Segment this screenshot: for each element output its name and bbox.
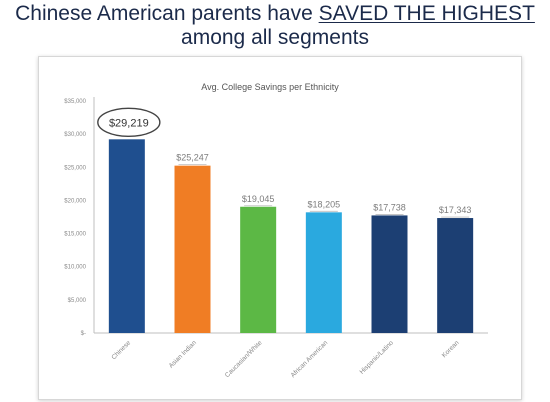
- data-label: $19,045: [242, 194, 275, 204]
- data-label: $17,343: [439, 205, 472, 215]
- headline-line-2: among all segments: [181, 26, 369, 49]
- chart-title: Avg. College Savings per Ethnicity: [201, 82, 339, 92]
- bars: [108, 139, 474, 333]
- data-labels: $29,219 $25,247 $19,045 $18,205 $17,738 $17,3…: [97, 107, 472, 218]
- x-tick-label: Caucasian/White: [224, 339, 264, 379]
- headline-text: Chinese American parents have: [15, 2, 319, 25]
- bar-asian-indian: [174, 165, 211, 333]
- x-tick-label: Asian Indian: [168, 339, 199, 370]
- data-label: $25,247: [176, 153, 209, 163]
- bar-caucasian-white: [240, 206, 277, 333]
- highlight-circle: [97, 107, 161, 138]
- bar-hispanic-latino: [371, 215, 408, 333]
- x-axis-ticks: Chinese Asian Indian Caucasian/White Africa…: [110, 339, 460, 379]
- y-tick-label: $5,000: [68, 298, 87, 304]
- chart-axes: [93, 97, 488, 334]
- y-tick-label: $-: [81, 331, 86, 337]
- headline-line-1: Chinese American parents have SAVED THE …: [0, 2, 550, 26]
- data-label: $29,219: [109, 117, 149, 129]
- headline: Chinese American parents have SAVED THE …: [0, 2, 550, 50]
- y-tick-label: $35,000: [64, 99, 86, 105]
- data-label: $18,205: [308, 199, 341, 209]
- x-tick-label: Hispanic/Latino: [359, 339, 396, 376]
- y-axis-ticks: $- $5,000 $10,000 $15,000 $20,000 $25,000 $30,…: [64, 99, 86, 337]
- y-tick-label: $20,000: [64, 198, 86, 204]
- y-tick-label: $30,000: [64, 132, 86, 138]
- x-tick-label: Chinese: [110, 339, 132, 361]
- bar-korean: [437, 218, 474, 333]
- y-tick-label: $25,000: [64, 165, 86, 171]
- bar-african-american: [305, 212, 342, 333]
- headline-emphasis: SAVED THE HIGHEST: [318, 2, 535, 25]
- x-tick-label: African American: [290, 339, 330, 379]
- y-tick-label: $15,000: [64, 232, 86, 238]
- data-label: $17,738: [373, 202, 406, 212]
- y-tick-label: $10,000: [64, 265, 86, 271]
- bar-chinese: [108, 139, 145, 333]
- x-tick-label: Korean: [441, 339, 461, 359]
